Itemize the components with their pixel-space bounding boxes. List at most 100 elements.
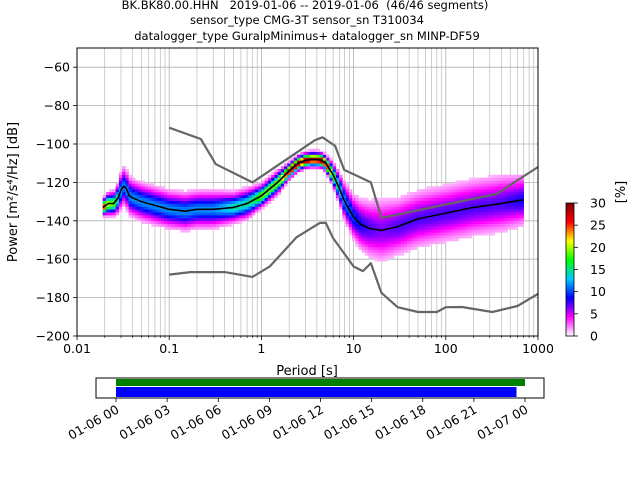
density-cell — [125, 206, 129, 210]
density-cell — [387, 252, 392, 256]
density-cell — [488, 232, 492, 236]
density-cell — [423, 209, 427, 213]
density-cell — [507, 180, 512, 184]
density-cell — [105, 215, 110, 219]
density-cell — [352, 203, 356, 207]
density-cell — [390, 235, 395, 239]
density-cell — [131, 209, 136, 213]
density-cell — [245, 197, 249, 201]
density-cell — [206, 226, 210, 230]
density-cell — [361, 229, 366, 233]
density-cell — [261, 203, 265, 207]
density-cell — [216, 212, 220, 216]
density-cell — [478, 189, 482, 193]
density-cell — [154, 217, 159, 222]
density-cell — [361, 209, 366, 213]
density-cell — [429, 226, 434, 230]
density-cell — [468, 194, 473, 199]
density-cell — [167, 226, 172, 230]
density-cell — [455, 197, 460, 201]
density-cell — [468, 183, 473, 187]
density-cell — [219, 212, 223, 216]
density-cell — [462, 194, 466, 199]
density-cell — [212, 197, 217, 201]
density-cell — [261, 186, 265, 190]
density-cell — [403, 238, 408, 242]
density-cell — [284, 183, 288, 187]
density-cell — [410, 229, 414, 233]
density-cell — [397, 197, 401, 201]
density-cell — [426, 189, 431, 193]
density-cell — [514, 217, 518, 222]
density-cell — [365, 252, 369, 256]
density-cell — [287, 163, 291, 167]
density-cell — [109, 200, 113, 204]
density-cell — [251, 212, 256, 216]
density-cell — [157, 197, 162, 201]
density-cell — [125, 192, 129, 196]
density-cell — [329, 177, 333, 181]
density-cell — [212, 209, 217, 213]
density-cell — [510, 197, 515, 201]
density-cell — [449, 200, 453, 204]
density-cell — [264, 192, 269, 196]
density-cell — [478, 206, 482, 210]
density-cell — [510, 189, 515, 193]
density-cell — [504, 174, 508, 178]
density-cell — [517, 192, 521, 196]
density-cell — [313, 166, 317, 170]
density-cell — [193, 220, 197, 224]
density-cell — [138, 215, 142, 219]
density-cell — [164, 209, 168, 213]
density-cell — [436, 226, 440, 230]
density-cell — [381, 217, 385, 222]
density-cell — [216, 192, 220, 196]
x-tick-label: 100 — [434, 341, 458, 356]
density-cell — [514, 212, 518, 216]
density-cell — [462, 183, 466, 187]
density-cell — [400, 246, 405, 250]
density-cell — [462, 220, 466, 224]
density-cell — [368, 209, 372, 213]
density-cell — [423, 200, 427, 204]
density-cell — [420, 209, 424, 213]
density-cell — [258, 189, 262, 193]
density-cell — [407, 192, 411, 196]
density-cell — [225, 209, 230, 213]
density-cell — [390, 229, 395, 233]
density-cell — [225, 192, 230, 196]
density-cell — [468, 203, 473, 207]
density-cell — [517, 183, 521, 187]
density-cell — [280, 166, 285, 170]
density-cell — [481, 220, 486, 224]
density-cell — [248, 197, 252, 201]
density-cell — [125, 177, 129, 181]
density-cell — [501, 197, 505, 201]
density-cell — [410, 220, 414, 224]
density-cell — [183, 215, 188, 219]
density-cell — [238, 194, 243, 199]
density-cell — [358, 217, 363, 222]
density-cell — [361, 226, 366, 230]
density-cell — [157, 206, 162, 210]
density-cell — [345, 194, 350, 199]
density-cell — [160, 200, 165, 204]
density-cell — [429, 189, 434, 193]
density-cell — [387, 203, 392, 207]
density-cell — [384, 255, 388, 259]
density-cell — [267, 197, 272, 201]
density-cell — [374, 220, 379, 224]
density-cell — [141, 183, 146, 187]
density-cell — [475, 206, 479, 210]
density-cell — [491, 180, 495, 184]
density-cell — [507, 226, 512, 230]
density-cell — [436, 217, 440, 222]
density-cell — [514, 226, 518, 230]
density-cell — [387, 217, 392, 222]
density-cell — [219, 203, 223, 207]
density-cell — [400, 229, 405, 233]
density-cell — [180, 229, 184, 233]
density-cell — [368, 249, 372, 253]
density-cell — [290, 163, 295, 167]
